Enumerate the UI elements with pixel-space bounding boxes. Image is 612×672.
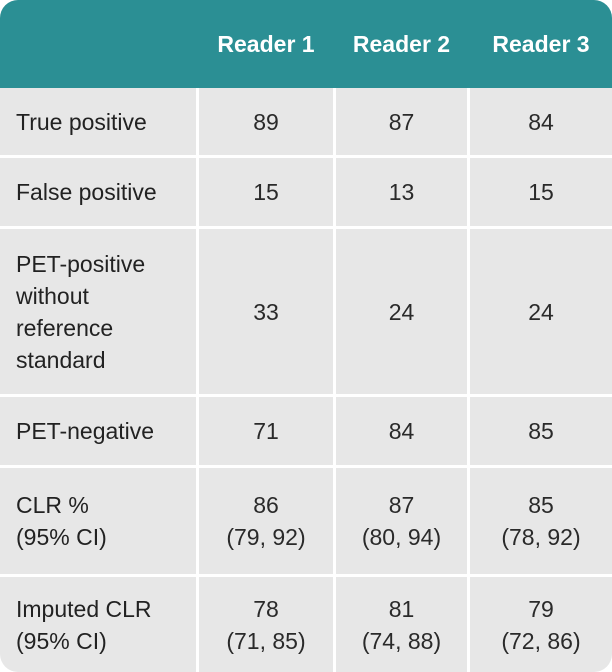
row-divider [0, 394, 612, 397]
row-label-true-positive: True positive [16, 108, 147, 135]
row-divider [0, 155, 612, 158]
cell-value: 24 [388, 298, 415, 325]
cell-value-with-ci: 86 (79, 92) [199, 468, 333, 574]
cell-ci: (78, 92) [501, 524, 581, 550]
table-header: Reader 1 Reader 2 Reader 3 [0, 0, 612, 88]
cell-value-with-ci: 79 (72, 86) [470, 577, 612, 672]
cell-value: 87 [388, 492, 415, 518]
column-divider [333, 88, 336, 672]
cell-value: 87 [388, 108, 415, 135]
column-divider [196, 88, 199, 672]
row-divider [0, 226, 612, 229]
row-label-clr-percent: CLR % (95% CI) [16, 492, 107, 550]
cell-ci: (72, 86) [501, 627, 581, 654]
cell-value-with-ci: 85 (78, 92) [470, 468, 612, 574]
row-divider [0, 465, 612, 468]
cell-value-with-ci: 87 (80, 94) [336, 468, 467, 574]
cell-value: 71 [253, 418, 279, 444]
cell-value: 33 [253, 298, 279, 325]
cell-value: 78 [253, 595, 279, 622]
header-reader-1: Reader 1 [217, 30, 315, 57]
cell-value: 15 [253, 179, 279, 205]
cell-value: 84 [388, 418, 415, 444]
row-label-false-positive: False positive [16, 179, 157, 205]
cell-value: 15 [528, 179, 554, 205]
row-label-pet-negative: PET-negative [16, 418, 155, 444]
cell-value-with-ci: 81 (74, 88) [336, 577, 467, 672]
header-reader-3: Reader 3 [492, 30, 590, 57]
cell-ci: (74, 88) [361, 627, 442, 654]
row-label-pet-positive-without-reference: PET-positive without reference standard [16, 250, 146, 373]
cell-ci: (79, 92) [226, 524, 306, 550]
column-divider [467, 88, 470, 672]
cell-value: 85 [528, 492, 554, 518]
row-divider [0, 574, 612, 577]
cell-ci: (80, 94) [361, 524, 442, 550]
cell-value: 84 [528, 108, 554, 135]
cell-value: 89 [253, 108, 279, 135]
row-label-imputed-clr: Imputed CLR (95% CI) [16, 595, 152, 654]
cell-value: 86 [253, 492, 279, 518]
cell-value-with-ci: 78 (71, 85) [199, 577, 333, 672]
cell-value: 79 [528, 595, 554, 622]
cell-value: 81 [388, 595, 415, 622]
cell-value: 85 [528, 418, 554, 444]
cell-ci: (71, 85) [226, 627, 306, 654]
cell-value: 24 [528, 298, 554, 325]
cell-value: 13 [388, 179, 415, 205]
header-reader-2: Reader 2 [352, 30, 451, 57]
